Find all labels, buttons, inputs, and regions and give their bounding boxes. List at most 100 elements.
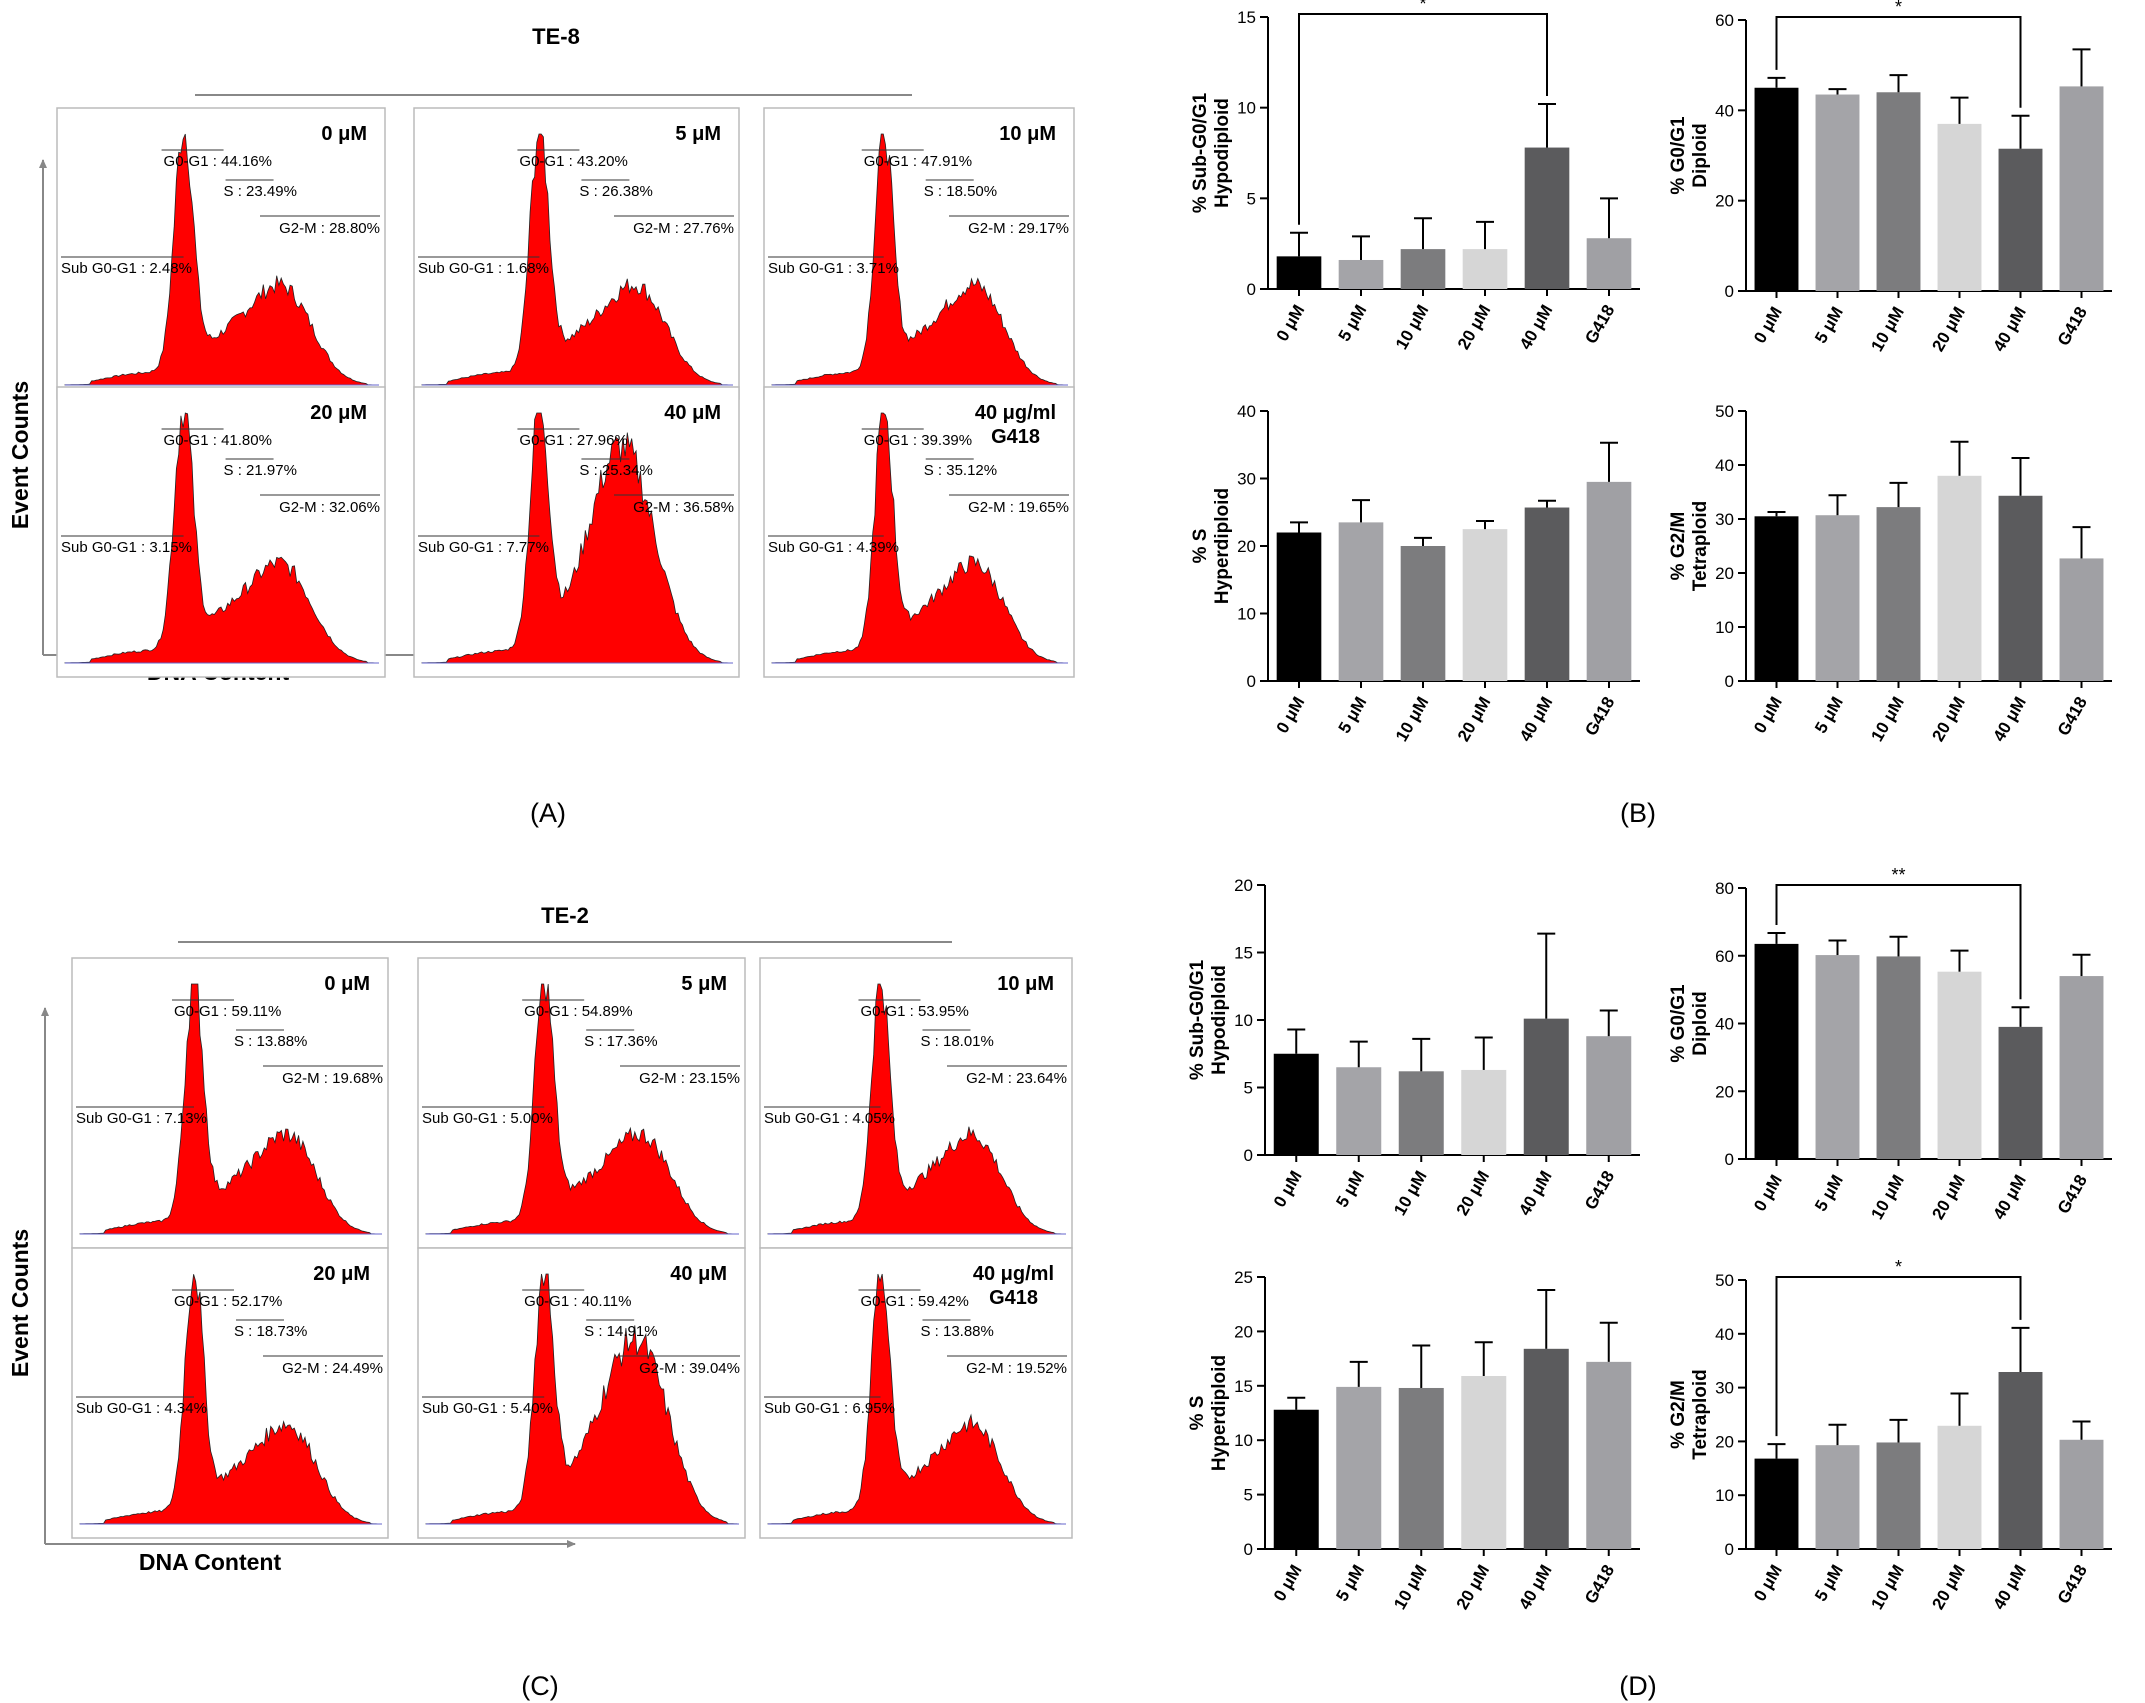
g0-g1-gate-label: G0-G1 : 59.11% — [174, 1003, 281, 1020]
x-tick-label: 0 μM — [1273, 302, 1309, 345]
s-gate-label: S : 23.49% — [224, 183, 297, 200]
significance-label: * — [1895, 1257, 1902, 1277]
x-tick-label: G418 — [2054, 1562, 2091, 1608]
histogram: 0 μM G0-G1 : 59.11% S : 13.88% G2-M : 19.68… — [71, 957, 389, 1249]
bar — [1462, 529, 1508, 681]
histogram-area — [425, 983, 738, 1235]
x-tick-label: 10 μM — [1392, 302, 1433, 353]
y-tick-label: 15 — [1234, 944, 1253, 963]
x-tick-label: 40 μM — [1989, 1172, 2030, 1223]
x-tick-label: 20 μM — [1928, 304, 1969, 355]
g0-g1-gate-label: G0-G1 : 27.96% — [519, 432, 627, 449]
y-axis-label: % G2/M — [1668, 512, 1689, 581]
sub-g0-g1-gate-label: Sub G0-G1 : 5.00% — [422, 1110, 553, 1127]
y-tick-label: 60 — [1715, 947, 1734, 966]
x-tick-label: 20 μM — [1454, 694, 1495, 745]
significance-label: * — [1419, 0, 1426, 14]
bar-chart: 0 10 20 30 40 50 % G2/M Tetraploid 0 μM 5 μM 10 μM… — [1668, 402, 2112, 745]
g0-g1-gate-label: G0-G1 : 41.80% — [164, 432, 272, 449]
y-tick-label: 20 — [1715, 1432, 1734, 1451]
x-tick-label: G418 — [2054, 1172, 2091, 1218]
s-gate-label: S : 18.50% — [924, 183, 997, 200]
x-tick-label: 40 μM — [1516, 694, 1557, 745]
bar — [1754, 1458, 1799, 1549]
significance-bracket — [1298, 13, 1548, 225]
y-tick-label: 80 — [1715, 879, 1734, 898]
g0-g1-gate-label: G0-G1 : 44.16% — [164, 153, 272, 170]
bar — [1876, 92, 1921, 292]
g0-g1-gate-label: G0-G1 : 47.91% — [864, 153, 972, 170]
g2-m-gate-label: G2-M : 19.68% — [282, 1070, 383, 1087]
treatment-label: 5 μM — [681, 973, 727, 995]
histogram-area — [767, 1273, 1065, 1525]
bar — [1586, 481, 1632, 681]
significance-bracket — [1775, 1276, 2022, 1437]
bar — [1815, 515, 1860, 681]
y-tick-label: 50 — [1715, 402, 1734, 421]
s-gate-label: S : 14.91% — [584, 1323, 657, 1340]
x-tick-label: 10 μM — [1392, 694, 1433, 745]
g2-m-gate-label: G2-M : 32.06% — [279, 499, 380, 516]
x-tick-label: 10 μM — [1390, 1562, 1431, 1613]
bar-chart: 0 5 10 15 % Sub-G0/G1 Hypodiploid 0 μM 5 μM 10 μ… — [1190, 0, 1640, 353]
y-tick-label: 30 — [1237, 470, 1256, 489]
g2-m-gate-label: G2-M : 28.80% — [279, 220, 380, 237]
bar — [1398, 1387, 1444, 1549]
x-tick-label: 20 μM — [1928, 1562, 1969, 1613]
y-tick-label: 40 — [1715, 101, 1734, 120]
histogram-grid: 0 μM G0-G1 : 59.11% S : 13.88% G2-M : 19.68… — [71, 957, 1073, 1539]
bar — [1815, 94, 1860, 292]
y-tick-label: 25 — [1234, 1268, 1253, 1287]
y-axis-label-line2: Hyperdiploid — [1212, 488, 1233, 604]
x-tick-label: 5 μM — [1332, 1168, 1368, 1211]
x-tick-label: 10 μM — [1867, 304, 1908, 355]
sub-g0-g1-gate-label: Sub G0-G1 : 3.71% — [768, 260, 899, 277]
histogram: 10 μM G0-G1 : 47.91% S : 18.50% G2-M : 29.1… — [763, 107, 1075, 400]
significance-bracket — [1775, 884, 2022, 1000]
x-tick-label: 40 μM — [1515, 1168, 1556, 1219]
y-axis-label: % G0/G1 — [1668, 984, 1689, 1063]
x-tick-label: G418 — [2054, 304, 2091, 350]
g2-m-gate-label: G2-M : 23.15% — [639, 1070, 740, 1087]
g0-g1-gate-label: G0-G1 : 40.11% — [524, 1293, 631, 1310]
y-axis-label: % G2/M — [1668, 1380, 1689, 1449]
s-gate-label: S : 25.34% — [579, 462, 652, 479]
bar — [1815, 1445, 1860, 1549]
histogram: 0 μM G0-G1 : 44.16% S : 23.49% G2-M : 28.80… — [56, 107, 386, 400]
x-tick-label: 5 μM — [1811, 694, 1847, 737]
y-tick-label: 5 — [1244, 1079, 1253, 1098]
x-tick-label: 10 μM — [1390, 1168, 1431, 1219]
g2-m-gate-label: G2-M : 23.64% — [966, 1070, 1067, 1087]
y-tick-label: 20 — [1715, 192, 1734, 211]
treatment-label-line2: G418 — [991, 426, 1040, 448]
s-gate-label: S : 18.73% — [234, 1323, 307, 1340]
x-tick-label: G418 — [1581, 1562, 1618, 1608]
significance-label: ** — [1891, 865, 1905, 885]
y-axis-label: % S — [1190, 529, 1211, 564]
y-axis-label: Event Counts — [7, 1229, 33, 1377]
x-tick-label: 0 μM — [1270, 1562, 1306, 1605]
y-tick-label: 0 — [1725, 1540, 1734, 1559]
treatment-label: 40 μg/ml — [975, 402, 1056, 424]
y-tick-label: 0 — [1244, 1540, 1253, 1559]
y-axis-label: Event Counts — [7, 381, 33, 529]
bar — [1998, 1026, 2043, 1159]
x-tick-label: 0 μM — [1270, 1168, 1306, 1211]
histogram: 40 μM G0-G1 : 27.96% S : 25.34% G2-M : 36.5… — [413, 386, 740, 678]
bar — [1876, 1442, 1921, 1549]
bar-chart: 0 5 10 15 20 % Sub-G0/G1 Hypodiploid 0 μM 5 μM 10… — [1187, 876, 1640, 1219]
y-tick-label: 10 — [1237, 99, 1256, 118]
treatment-label: 40 μM — [664, 402, 721, 424]
y-tick-label: 10 — [1234, 1011, 1253, 1030]
y-tick-label: 40 — [1715, 1015, 1734, 1034]
y-tick-label: 0 — [1244, 1146, 1253, 1165]
x-tick-label: 40 μM — [1515, 1562, 1556, 1613]
bar — [2059, 1439, 2104, 1549]
g2-m-gate-label: G2-M : 27.76% — [633, 220, 734, 237]
panel-c: TE-2 Event Counts DNA Content 0 μM G0-G1 … — [7, 903, 1073, 1701]
x-axis-label: DNA Content — [139, 1549, 282, 1575]
x-tick-label: 10 μM — [1867, 694, 1908, 745]
y-tick-label: 0 — [1725, 282, 1734, 301]
